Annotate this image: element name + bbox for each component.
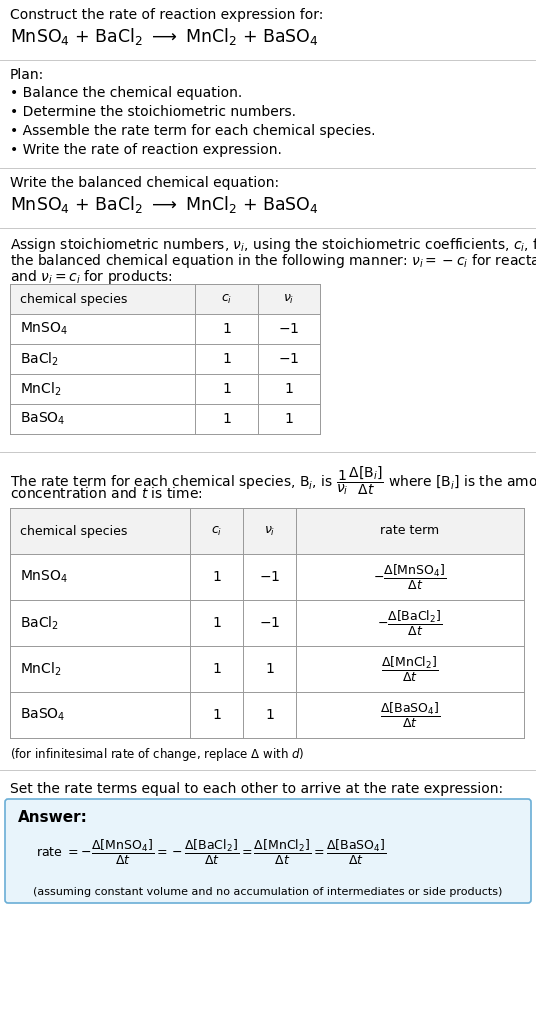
- Text: • Write the rate of reaction expression.: • Write the rate of reaction expression.: [10, 143, 282, 157]
- Text: 1: 1: [265, 708, 274, 722]
- Text: rate $= $$-\dfrac{\Delta[\mathrm{MnSO_4}]}{\Delta t} = -\dfrac{\Delta[\mathrm{Ba: rate $= $$-\dfrac{\Delta[\mathrm{MnSO_4}…: [36, 838, 386, 866]
- Text: $\dfrac{\Delta[\mathrm{MnCl_2}]}{\Delta t}$: $\dfrac{\Delta[\mathrm{MnCl_2}]}{\Delta …: [382, 655, 438, 683]
- Text: Write the balanced chemical equation:: Write the balanced chemical equation:: [10, 176, 279, 190]
- Text: MnSO$_4$: MnSO$_4$: [20, 569, 68, 585]
- Text: 1: 1: [212, 708, 221, 722]
- Text: • Assemble the rate term for each chemical species.: • Assemble the rate term for each chemic…: [10, 124, 376, 138]
- Text: MnCl$_2$: MnCl$_2$: [20, 381, 62, 398]
- Text: 1: 1: [265, 662, 274, 676]
- Text: MnSO$_4$: MnSO$_4$: [20, 321, 68, 337]
- Bar: [10, 508, 524, 738]
- Text: $-1$: $-1$: [278, 352, 300, 366]
- Text: the balanced chemical equation in the following manner: $\nu_i = -c_i$ for react: the balanced chemical equation in the fo…: [10, 252, 536, 270]
- Text: BaCl$_2$: BaCl$_2$: [20, 614, 59, 632]
- Text: $-\dfrac{\Delta[\mathrm{BaCl_2}]}{\Delta t}$: $-\dfrac{\Delta[\mathrm{BaCl_2}]}{\Delta…: [377, 608, 443, 638]
- Text: MnCl$_2$: MnCl$_2$: [20, 661, 62, 677]
- Text: $-1$: $-1$: [278, 322, 300, 336]
- Text: • Determine the stoichiometric numbers.: • Determine the stoichiometric numbers.: [10, 105, 296, 119]
- Text: 1: 1: [212, 616, 221, 630]
- Text: 1: 1: [222, 322, 231, 336]
- Text: Set the rate terms equal to each other to arrive at the rate expression:: Set the rate terms equal to each other t…: [10, 782, 503, 796]
- Text: 1: 1: [285, 382, 293, 396]
- Text: $c_i$: $c_i$: [221, 293, 232, 306]
- Text: MnSO$_4$ + BaCl$_2$ $\longrightarrow$ MnCl$_2$ + BaSO$_4$: MnSO$_4$ + BaCl$_2$ $\longrightarrow$ Mn…: [10, 26, 319, 47]
- Text: 1: 1: [222, 412, 231, 426]
- Text: 1: 1: [222, 352, 231, 366]
- Text: 1: 1: [212, 662, 221, 676]
- Text: Plan:: Plan:: [10, 68, 44, 82]
- Text: Construct the rate of reaction expression for:: Construct the rate of reaction expressio…: [10, 8, 323, 22]
- Text: Assign stoichiometric numbers, $\nu_i$, using the stoichiometric coefficients, $: Assign stoichiometric numbers, $\nu_i$, …: [10, 236, 536, 254]
- Text: BaSO$_4$: BaSO$_4$: [20, 410, 65, 427]
- Text: chemical species: chemical species: [20, 293, 128, 305]
- Text: rate term: rate term: [381, 524, 440, 538]
- Bar: [10, 284, 320, 314]
- Text: chemical species: chemical species: [20, 524, 128, 538]
- Text: Answer:: Answer:: [18, 810, 88, 825]
- Text: 1: 1: [222, 382, 231, 396]
- Text: BaSO$_4$: BaSO$_4$: [20, 707, 65, 723]
- Text: $c_i$: $c_i$: [211, 524, 222, 538]
- Text: $-\dfrac{\Delta[\mathrm{MnSO_4}]}{\Delta t}$: $-\dfrac{\Delta[\mathrm{MnSO_4}]}{\Delta…: [374, 562, 446, 591]
- Text: MnSO$_4$ + BaCl$_2$ $\longrightarrow$ MnCl$_2$ + BaSO$_4$: MnSO$_4$ + BaCl$_2$ $\longrightarrow$ Mn…: [10, 194, 319, 215]
- Bar: [10, 284, 320, 434]
- Bar: [10, 508, 524, 554]
- Text: • Balance the chemical equation.: • Balance the chemical equation.: [10, 86, 242, 100]
- Text: concentration and $t$ is time:: concentration and $t$ is time:: [10, 486, 203, 501]
- Text: (assuming constant volume and no accumulation of intermediates or side products): (assuming constant volume and no accumul…: [33, 887, 503, 898]
- FancyBboxPatch shape: [5, 799, 531, 903]
- Text: and $\nu_i = c_i$ for products:: and $\nu_i = c_i$ for products:: [10, 268, 173, 286]
- Text: $-1$: $-1$: [259, 616, 280, 630]
- Text: 1: 1: [212, 570, 221, 584]
- Text: $\nu_i$: $\nu_i$: [264, 524, 275, 538]
- Text: (for infinitesimal rate of change, replace Δ with $d$): (for infinitesimal rate of change, repla…: [10, 746, 304, 763]
- Text: 1: 1: [285, 412, 293, 426]
- Text: $-1$: $-1$: [259, 570, 280, 584]
- Text: $\nu_i$: $\nu_i$: [284, 293, 295, 306]
- Text: BaCl$_2$: BaCl$_2$: [20, 351, 59, 368]
- Text: $\dfrac{\Delta[\mathrm{BaSO_4}]}{\Delta t}$: $\dfrac{\Delta[\mathrm{BaSO_4}]}{\Delta …: [380, 700, 440, 730]
- Text: The rate term for each chemical species, B$_i$, is $\dfrac{1}{\nu_i}\dfrac{\Delt: The rate term for each chemical species,…: [10, 464, 536, 496]
